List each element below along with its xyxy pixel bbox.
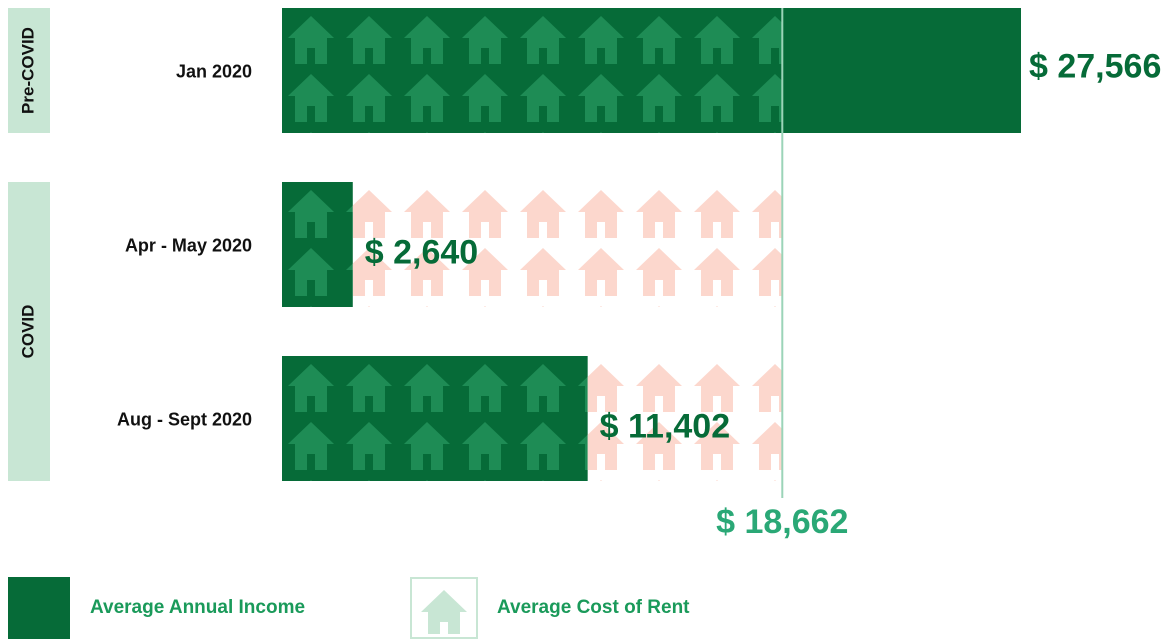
group-label: COVID: [18, 305, 37, 359]
legend-swatch: [410, 577, 478, 639]
group-box: [8, 182, 50, 481]
rent-pattern: [352, 182, 783, 307]
legend-label: Average Annual Income: [90, 597, 305, 618]
category-label: Aug - Sept 2020: [117, 409, 252, 429]
category-label: Apr - May 2020: [125, 235, 252, 255]
value-label: $ 27,566: [1029, 47, 1161, 85]
legend-icon: [415, 582, 473, 634]
rent-pattern: [282, 8, 783, 133]
legend-label: Average Cost of Rent: [497, 597, 690, 618]
group-label: Pre-COVID: [18, 27, 37, 114]
legend-swatch: [8, 577, 70, 639]
rent-pattern: [282, 356, 588, 481]
group-box: [8, 8, 50, 133]
value-label: $ 2,640: [365, 233, 478, 271]
rent-pattern: [587, 356, 783, 481]
rent-pattern: [282, 182, 353, 307]
reference-label: $ 18,662: [716, 503, 848, 541]
value-label: $ 11,402: [600, 407, 730, 445]
category-label: Jan 2020: [176, 61, 252, 81]
